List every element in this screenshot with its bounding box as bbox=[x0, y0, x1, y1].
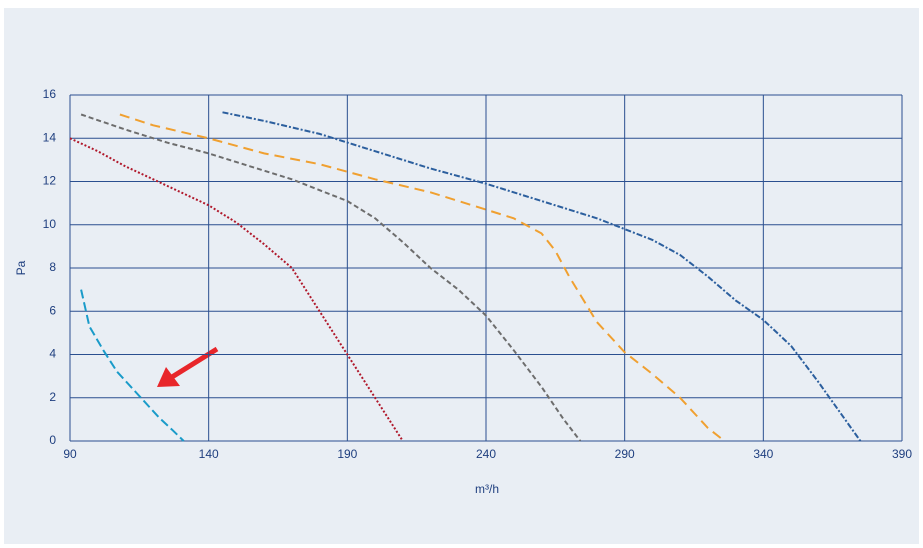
y-tick-label: 8 bbox=[49, 260, 56, 274]
y-tick-label: 10 bbox=[43, 217, 57, 231]
x-tick-label: 390 bbox=[892, 447, 912, 461]
curve bbox=[222, 111, 862, 442]
annotation-arrow bbox=[157, 346, 219, 387]
x-tick-label: 240 bbox=[476, 447, 496, 461]
y-tick-label: 6 bbox=[49, 303, 56, 317]
y-tick-label: 0 bbox=[49, 433, 56, 447]
y-tick-label: 14 bbox=[43, 130, 57, 144]
y-tick-label: 4 bbox=[49, 347, 56, 361]
y-tick-label: 12 bbox=[43, 174, 57, 188]
x-tick-label: 290 bbox=[615, 447, 635, 461]
y-tick-label: 16 bbox=[43, 87, 57, 101]
x-axis-title: m³/h bbox=[475, 482, 499, 496]
curve bbox=[119, 113, 726, 442]
curve bbox=[80, 113, 582, 442]
curve bbox=[69, 137, 404, 442]
y-axis-title: Pa bbox=[14, 260, 28, 275]
chart-background bbox=[4, 8, 919, 544]
x-tick-label: 90 bbox=[63, 447, 77, 461]
y-tick-label: 2 bbox=[49, 390, 56, 404]
curve bbox=[80, 289, 185, 442]
x-tick-label: 340 bbox=[753, 447, 773, 461]
x-tick-label: 190 bbox=[337, 447, 357, 461]
x-tick-label: 140 bbox=[199, 447, 219, 461]
